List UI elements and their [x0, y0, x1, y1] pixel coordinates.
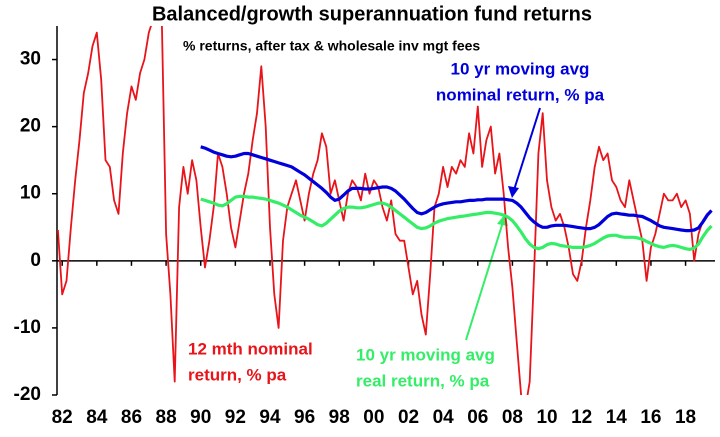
- x-tick-label: 92: [225, 407, 246, 428]
- x-tick-label: 86: [121, 407, 142, 428]
- x-tick-label: 14: [606, 407, 628, 428]
- x-tick-label: 96: [294, 407, 315, 428]
- plot-area: [57, 26, 713, 395]
- x-tick-label: 10: [536, 407, 557, 428]
- line-series: [200, 194, 713, 251]
- x-tick-label: 98: [329, 407, 350, 428]
- annotation: 10 yr moving avg: [451, 59, 590, 78]
- x-tick-label: 08: [502, 407, 523, 428]
- line-series: [57, 26, 713, 395]
- x-tick-label: 82: [52, 407, 73, 428]
- arrow: [465, 221, 504, 341]
- x-tick-label: 90: [190, 407, 211, 428]
- x-tick-label: 00: [363, 407, 384, 428]
- x-tick-label: 02: [398, 407, 419, 428]
- chart-title: Balanced/growth superannuation fund retu…: [152, 3, 592, 25]
- x-tick-label: 16: [640, 407, 661, 428]
- y-tick-label: 10: [20, 183, 41, 204]
- annotation-arrows: [465, 107, 541, 341]
- arrow-head: [508, 186, 519, 198]
- y-tick-label: 30: [20, 49, 41, 70]
- chart-subtitle: % returns, after tax & wholesale inv mgt…: [183, 38, 480, 54]
- annotation: 12 mth nominal: [188, 339, 313, 358]
- y-tick-label: 0: [30, 250, 41, 271]
- y-tick-label: 20: [20, 116, 41, 137]
- annotation: real return, % pa: [356, 371, 490, 390]
- x-tick-label: 84: [86, 407, 108, 428]
- x-tick-label: 94: [259, 407, 281, 428]
- x-tick-label: 12: [571, 407, 592, 428]
- line-series: [200, 145, 713, 233]
- x-tick-label: 06: [467, 407, 488, 428]
- x-tick-label: 18: [675, 407, 696, 428]
- annotation: 10 yr moving avg: [356, 345, 495, 364]
- y-tick-label: -20: [14, 384, 41, 405]
- y-tick-label: -10: [14, 317, 41, 338]
- annotation: return, % pa: [188, 365, 287, 384]
- x-tick-label: 04: [433, 407, 455, 428]
- annotation: nominal return, % pa: [436, 85, 605, 104]
- arrow: [513, 107, 541, 191]
- x-tick-label: 88: [156, 407, 177, 428]
